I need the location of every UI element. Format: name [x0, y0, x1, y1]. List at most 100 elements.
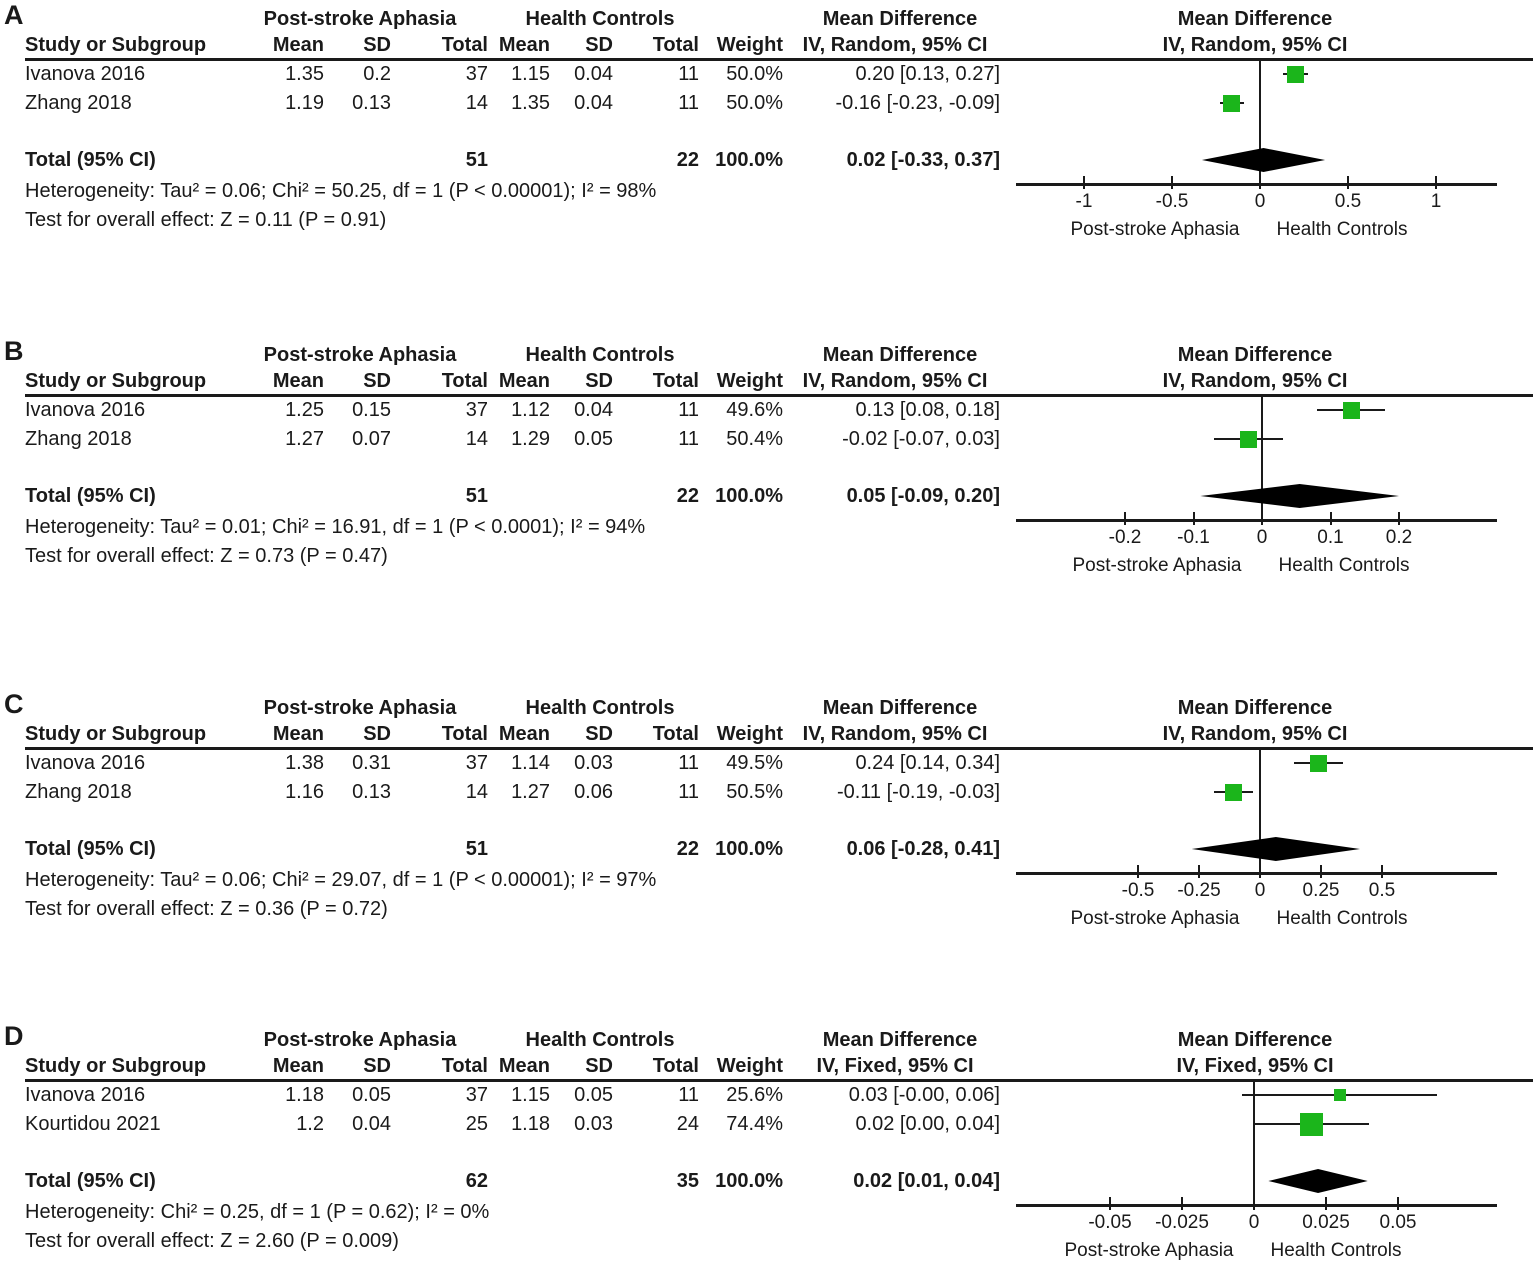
- axis-label-left: Post-stroke Aphasia: [1072, 555, 1242, 576]
- study-total-aphasia: 37: [465, 1084, 488, 1106]
- col-header-ci: IV, Fixed, 95% CI: [816, 1055, 974, 1077]
- study-sd-aphasia: 0.04: [352, 1113, 391, 1135]
- study-ci-text: 0.03 [-0.00, 0.06]: [848, 1084, 1000, 1106]
- study-mean-aphasia: 1.25: [285, 399, 324, 421]
- total-total-aphasia: 62: [465, 1170, 488, 1192]
- study-sd-controls: 0.04: [574, 92, 613, 114]
- study-mean-controls: 1.14: [511, 752, 550, 774]
- axis-tick: [1198, 865, 1200, 878]
- axis-tick: [1261, 512, 1263, 525]
- col-header-sd-aphasia: SD: [363, 34, 391, 56]
- total-total-controls: 22: [676, 485, 699, 507]
- x-axis: [1016, 183, 1497, 186]
- total-diamond: [1201, 148, 1326, 172]
- col-header-weight: Weight: [716, 370, 783, 392]
- forest-plot: -0.5 -0.25 0 0.25 0.5 Post-stroke Aphasia Heal…: [0, 689, 1535, 1021]
- forest-panel-b: B Post-stroke Aphasia Health Controls Me…: [0, 336, 1535, 689]
- axis-tick-label: 0.2: [1385, 527, 1413, 548]
- study-name: Kourtidou 2021: [25, 1113, 161, 1135]
- study-total-controls: 11: [678, 781, 699, 803]
- group-header-controls: Health Controls: [525, 1029, 675, 1051]
- forest-plot: -0.05 -0.025 0 0.025 0.05 Post-stroke Aphasia…: [0, 1021, 1535, 1273]
- study-ci-text: -0.16 [-0.23, -0.09]: [835, 92, 1000, 114]
- total-ci-text: 0.02 [-0.33, 0.37]: [846, 149, 1000, 171]
- total-diamond: [1200, 484, 1399, 508]
- col-header-total-controls: Total: [652, 34, 699, 56]
- axis-tick-label: 0: [1254, 880, 1266, 901]
- axis-tick: [1109, 1197, 1111, 1210]
- study-mean-aphasia: 1.18: [285, 1084, 324, 1106]
- total-weight: 100.0%: [715, 485, 783, 507]
- col-header-sd-aphasia: SD: [363, 723, 391, 745]
- col-header-ci: IV, Random, 95% CI: [802, 723, 988, 745]
- study-sd-aphasia: 0.31: [352, 752, 391, 774]
- study-total-controls: 11: [678, 399, 699, 421]
- zero-line: [1259, 750, 1261, 874]
- x-axis: [1016, 1204, 1497, 1207]
- forest-panel-d: D Post-stroke Aphasia Health Controls Me…: [0, 1021, 1535, 1273]
- study-total-aphasia: 14: [465, 781, 488, 803]
- effect-header-right: Mean Difference: [1177, 1029, 1333, 1051]
- axis-label-right: Health Controls: [1276, 908, 1408, 929]
- axis-tick-label: 0.05: [1379, 1212, 1417, 1233]
- effect-subheader-right: IV, Random, 95% CI: [1162, 34, 1348, 56]
- axis-label-right: Health Controls: [1270, 1240, 1402, 1261]
- study-sd-controls: 0.03: [574, 1113, 613, 1135]
- col-header-sd-aphasia: SD: [363, 1055, 391, 1077]
- axis-tick-label: -0.2: [1108, 527, 1142, 548]
- axis-label-left: Post-stroke Aphasia: [1070, 219, 1240, 240]
- study-rows: Ivanova 2016 1.25 0.15 37 1.12 0.04 11 49.6% 0.1…: [0, 336, 1535, 689]
- group-header-controls: Health Controls: [525, 8, 675, 30]
- axis-tick-label: -0.5: [1121, 880, 1155, 901]
- study-name: Zhang 2018: [25, 428, 132, 450]
- axis-tick: [1397, 1197, 1399, 1210]
- col-header-mean-aphasia: Mean: [272, 1055, 324, 1077]
- study-weight: 49.6%: [726, 399, 783, 421]
- study-mean-controls: 1.35: [511, 92, 550, 114]
- axis-tick: [1253, 1197, 1255, 1210]
- header-rule: [25, 747, 1533, 750]
- study-rows: Ivanova 2016 1.35 0.2 37 1.15 0.04 11 50.0% 0.20…: [0, 0, 1535, 336]
- study-total-aphasia: 14: [465, 92, 488, 114]
- study-mean-aphasia: 1.38: [285, 752, 324, 774]
- col-header-total-aphasia: Total: [441, 370, 488, 392]
- effect-header-left: Mean Difference: [822, 344, 978, 366]
- study-total-controls: 11: [678, 92, 699, 114]
- axis-tick: [1181, 1197, 1183, 1210]
- group-header-aphasia: Post-stroke Aphasia: [263, 8, 457, 30]
- panel-letter: C: [4, 689, 24, 719]
- effect-subheader-right: IV, Random, 95% CI: [1162, 723, 1348, 745]
- total-ci-text: 0.06 [-0.28, 0.41]: [846, 838, 1000, 860]
- axis-tick-label: -0.1: [1177, 527, 1210, 548]
- study-sd-controls: 0.05: [574, 428, 613, 450]
- overall-effect-text: Test for overall effect: Z = 0.36 (P = 0…: [25, 898, 388, 920]
- x-axis: [1016, 872, 1497, 875]
- axis-tick-label: -0.05: [1088, 1212, 1132, 1233]
- effect-header-right: Mean Difference: [1177, 697, 1333, 719]
- study-total-controls: 24: [676, 1113, 699, 1135]
- study-sd-controls: 0.05: [574, 1084, 613, 1106]
- total-total-controls: 35: [676, 1170, 699, 1192]
- total-diamond: [1191, 837, 1361, 861]
- col-header-study: Study or Subgroup: [25, 370, 207, 392]
- study-weight: 50.4%: [726, 428, 783, 450]
- col-header-mean-controls: Mean: [498, 34, 550, 56]
- axis-tick-label: 0.025: [1302, 1212, 1350, 1233]
- col-header-mean-aphasia: Mean: [272, 34, 324, 56]
- col-header-study: Study or Subgroup: [25, 34, 207, 56]
- col-header-sd-controls: SD: [585, 723, 613, 745]
- axis-tick-label: -0.025: [1155, 1212, 1209, 1233]
- study-total-aphasia: 37: [465, 63, 488, 85]
- study-ci-text: 0.13 [0.08, 0.18]: [855, 399, 1000, 421]
- study-name: Ivanova 2016: [25, 1084, 146, 1106]
- zero-line: [1261, 397, 1263, 521]
- effect-header-right: Mean Difference: [1177, 344, 1333, 366]
- col-header-ci: IV, Random, 95% CI: [802, 370, 988, 392]
- zero-line: [1253, 1082, 1255, 1206]
- study-ci-text: 0.20 [0.13, 0.27]: [855, 63, 1000, 85]
- axis-tick: [1083, 176, 1085, 189]
- study-total-aphasia: 37: [465, 752, 488, 774]
- col-header-total-aphasia: Total: [441, 723, 488, 745]
- axis-label-left: Post-stroke Aphasia: [1070, 908, 1240, 929]
